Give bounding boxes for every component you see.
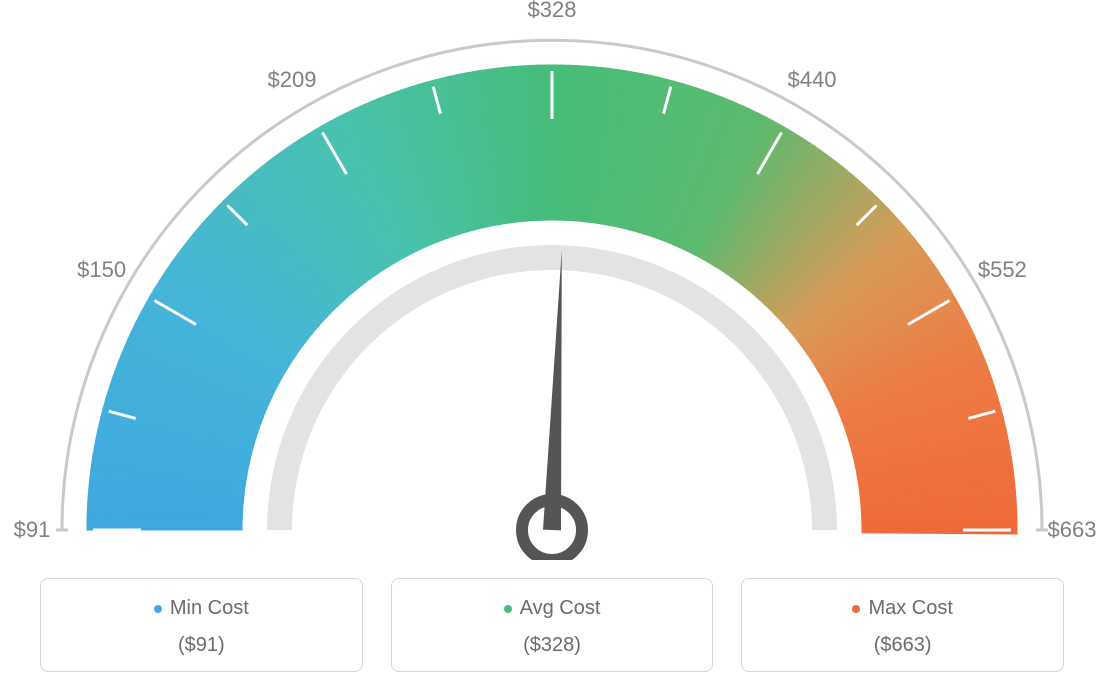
legend-title-avg: Avg Cost bbox=[402, 597, 703, 620]
legend-row: Min Cost ($91) Avg Cost ($328) Max Cost … bbox=[40, 578, 1064, 672]
legend-card-max: Max Cost ($663) bbox=[741, 578, 1064, 672]
legend-name-avg: Avg Cost bbox=[520, 597, 601, 619]
gauge-chart: $91 $150 $209 $328 $440 $552 $663 bbox=[0, 0, 1104, 560]
gauge-tick-label: $552 bbox=[978, 257, 1027, 283]
legend-value-max: ($663) bbox=[752, 634, 1053, 657]
gauge-tick-label: $91 bbox=[14, 517, 51, 543]
dot-icon bbox=[852, 605, 860, 613]
legend-value-avg: ($328) bbox=[402, 634, 703, 657]
gauge-tick-label: $440 bbox=[788, 67, 837, 93]
legend-title-max: Max Cost bbox=[752, 597, 1053, 620]
gauge-tick-label: $663 bbox=[1048, 517, 1097, 543]
legend-name-max: Max Cost bbox=[868, 597, 952, 619]
legend-title-min: Min Cost bbox=[51, 597, 352, 620]
gauge-tick-label: $150 bbox=[77, 257, 126, 283]
legend-name-min: Min Cost bbox=[170, 597, 249, 619]
dot-icon bbox=[504, 605, 512, 613]
gauge-tick-label: $328 bbox=[528, 0, 577, 23]
legend-value-min: ($91) bbox=[51, 634, 352, 657]
gauge-tick-label: $209 bbox=[268, 67, 317, 93]
cost-gauge-container: $91 $150 $209 $328 $440 $552 $663 Min Cost ($9… bbox=[0, 0, 1104, 690]
legend-card-avg: Avg Cost ($328) bbox=[391, 578, 714, 672]
dot-icon bbox=[154, 605, 162, 613]
legend-card-min: Min Cost ($91) bbox=[40, 578, 363, 672]
